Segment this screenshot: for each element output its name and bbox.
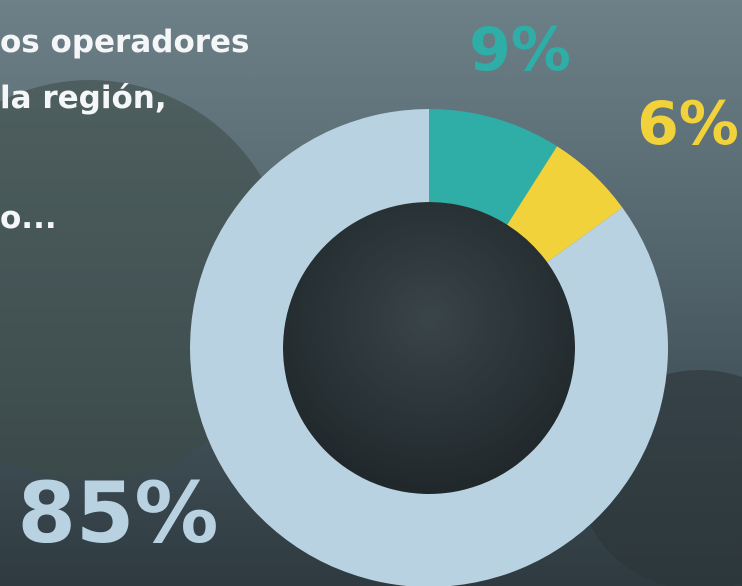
donut-segment — [507, 146, 623, 263]
value-label: 85% — [17, 464, 218, 562]
donut-segment — [190, 109, 668, 586]
intro-text: o... — [0, 200, 57, 236]
intro-text: la región, — [0, 80, 167, 116]
donut-hole — [283, 202, 575, 494]
value-label: 9% — [469, 15, 571, 85]
value-label: 6% — [637, 89, 739, 159]
donut-segment — [429, 109, 558, 225]
intro-text: os operadores — [0, 24, 250, 60]
